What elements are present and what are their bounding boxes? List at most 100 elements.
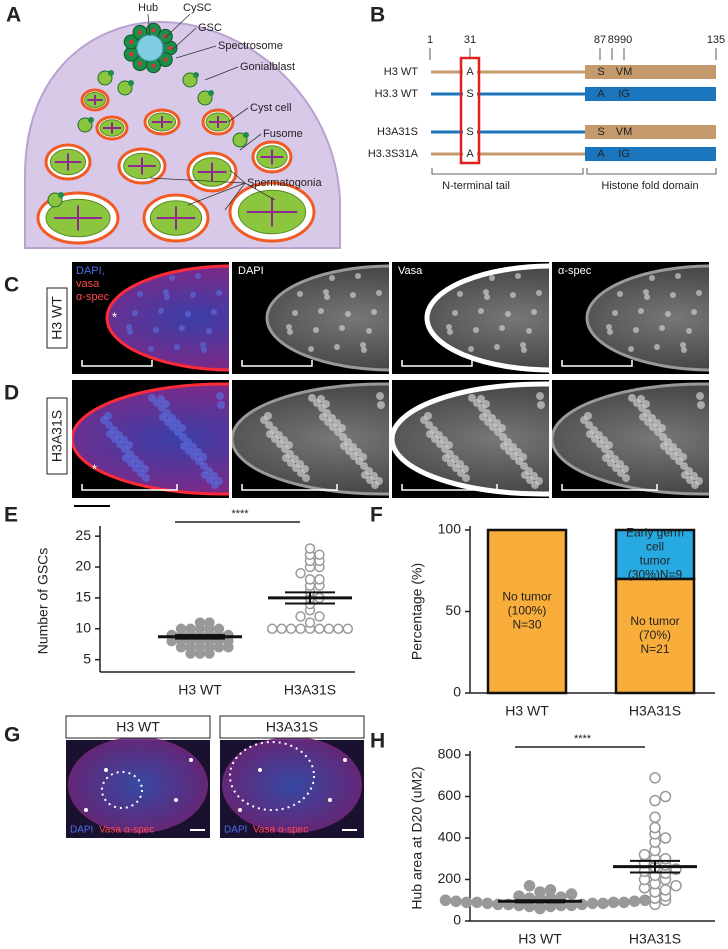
segment-label: (30%)N=9 [628,568,683,582]
nucleus [580,416,588,424]
panel-label: G [4,724,20,747]
nucleus [696,392,704,400]
nucleus [122,454,130,462]
nucleus [457,469,465,477]
nucleus [468,394,476,402]
panel-label: C [4,274,19,297]
nucleus [696,290,702,296]
nucleus [319,413,327,421]
nucleus [686,476,694,484]
label: Cyst cell [250,102,292,114]
nucleus [376,392,384,400]
nucleus [126,324,132,330]
fold-domain [585,125,716,139]
nucleus [355,457,363,465]
nucleus [531,481,539,489]
nucleus [612,310,618,316]
nucleus [633,399,641,407]
stain-label: Vasa [253,825,275,836]
row-label: H3.3 WT [375,88,419,100]
nucleus [179,433,187,441]
nucleus [137,469,145,477]
y-tick-label: 50 [445,602,461,618]
hub-outline [229,741,315,811]
nucleus [260,416,268,424]
nucleus [105,421,113,429]
nucleus [313,399,321,407]
spectrosome [129,52,134,57]
nucleus [638,404,646,412]
y-tick-label: 15 [75,589,91,605]
nucleus [158,404,166,412]
nucleus [334,428,342,436]
data-point [649,772,661,784]
spectrosome [168,46,172,50]
data-point [314,611,325,622]
micrograph [392,380,549,498]
nucleus [111,435,119,443]
nucleus [195,273,201,279]
highlight-box [459,56,481,165]
nucleus [537,401,545,409]
nucleus [158,308,164,314]
residue: A [597,148,605,160]
nucleus [660,442,668,450]
nucleus [339,433,347,441]
nucleus [607,329,613,335]
position-label: 135 [707,34,725,46]
stain-label: DAPI [70,825,93,836]
nucleus [318,308,324,314]
x-tick-label: H3 WT [178,682,222,698]
nucleus [217,401,225,409]
nucleus [515,273,521,279]
nucleus [649,423,657,431]
scale-bracket [401,360,473,367]
data-point [670,879,682,892]
nucleus [499,325,505,331]
data-point [266,623,278,635]
micrograph [552,262,709,374]
nucleus [371,309,377,315]
nucleus [201,347,207,353]
nucleus [200,462,208,470]
nucleus [505,311,511,317]
residue: VM [616,126,633,138]
data-point [304,574,316,585]
nucleus [201,471,209,479]
fusome [209,116,227,128]
nucleus [329,275,335,281]
schematic-labels: Hub CySC GSC Spectrosome Gonialblast Cys… [138,2,322,211]
position-label: 1 [427,34,433,46]
segment-label: No tumor [502,590,551,604]
micrograph [392,262,549,374]
y-tick-label: 5 [83,650,91,666]
row-label: H3A31S [377,126,418,138]
hub-images [66,737,364,838]
residue: S [466,126,473,138]
nucleus [376,290,382,296]
x-tick-label: H3A31S [284,682,336,698]
channel-label: DAPI [238,265,264,277]
spectrosome [138,30,142,35]
residue-box-bg [463,125,477,139]
spectrosome [129,39,134,44]
x-tick-label: H3A31S [629,931,681,947]
data-point [481,897,494,910]
nucleus [675,457,683,465]
nucleus [163,289,169,295]
nucleus [489,423,497,431]
nucleus [649,275,655,281]
nucleus [323,289,329,295]
tissue [72,382,229,496]
hub-outline [101,771,143,809]
segment-label: (70%) [639,628,671,642]
row-label: H3A31S [49,410,65,462]
nucleus [510,292,516,298]
nucleus [520,342,526,348]
micrograph [72,262,229,374]
cyst-cell [193,72,199,78]
gsc-dot [328,798,332,802]
nucleus [361,471,369,479]
nucleus [206,476,214,484]
data-point [607,896,620,909]
